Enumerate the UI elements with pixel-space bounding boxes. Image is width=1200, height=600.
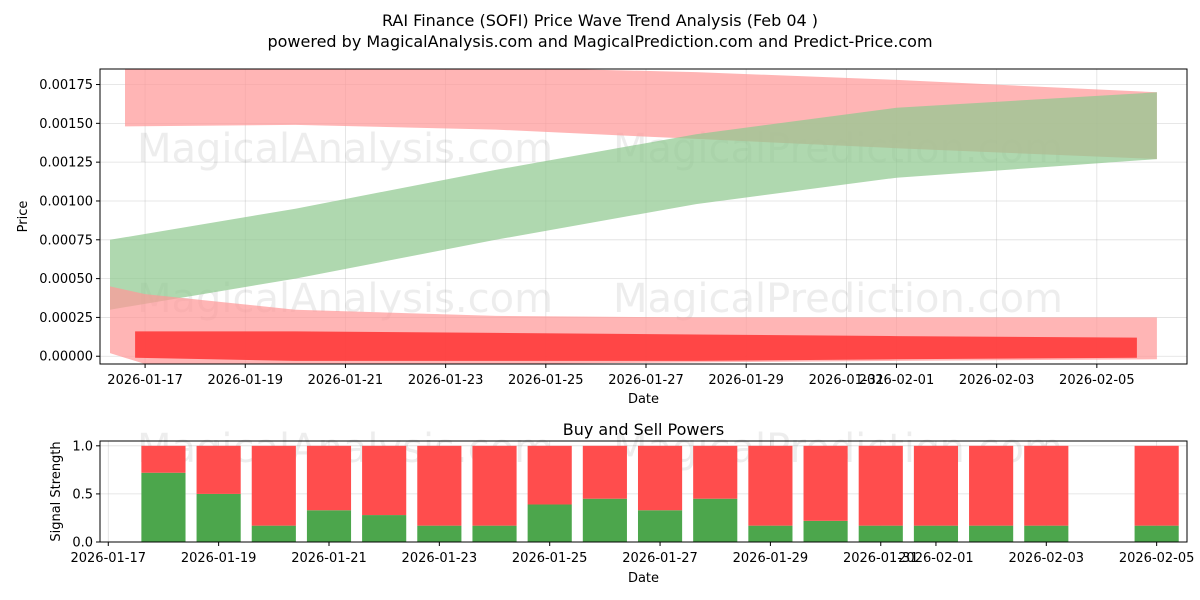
- sell-bar: [637, 445, 683, 511]
- top-axes-frame: [99, 68, 1188, 365]
- sell-bar: [1024, 445, 1069, 526]
- sell-bar: [141, 445, 186, 473]
- y-tick-label: 0.00000: [39, 350, 93, 365]
- sell-bar: [306, 445, 352, 511]
- x-tick-label: 2026-01-25: [508, 373, 584, 388]
- band-group: [110, 69, 1157, 364]
- buy-bar: [417, 525, 462, 542]
- sell-bar: [693, 445, 738, 499]
- y-tick-label: 0.0: [72, 536, 93, 551]
- buy-bar: [1024, 525, 1069, 542]
- sell-bar: [803, 445, 848, 521]
- buy-bar: [362, 515, 407, 542]
- sell-bar: [582, 445, 627, 499]
- y-tick-label: 0.00050: [39, 272, 93, 287]
- buy-bar: [196, 493, 241, 542]
- sell-bar: [1134, 445, 1179, 526]
- y-axis-label: Price: [16, 201, 31, 233]
- x-axis-label: Date: [628, 392, 659, 407]
- buy-bar: [1134, 525, 1179, 542]
- sell-bar: [417, 445, 462, 526]
- y-tick-label: 0.5: [72, 487, 93, 502]
- y-tick-label: 0.00025: [39, 311, 93, 326]
- x-tick-label: 2026-01-27: [622, 551, 698, 566]
- bottom-axes-frame: [99, 440, 1188, 543]
- chart-subtitle: powered by MagicalAnalysis.com and Magic…: [267, 32, 932, 51]
- buy-bar: [527, 504, 572, 542]
- y-tick-label: 0.00125: [39, 156, 93, 171]
- bottom-chart-title: Buy and Sell Powers: [563, 420, 725, 439]
- buy-sell-panel: MagicalAnalysis.comMagicalPrediction.com…: [49, 420, 1194, 586]
- x-tick-label: 2026-02-03: [959, 373, 1035, 388]
- buy-bar: [306, 510, 352, 542]
- buy-bar: [582, 498, 627, 542]
- y-tick-label: 0.00150: [39, 117, 93, 132]
- x-tick-label: 2026-01-19: [207, 373, 283, 388]
- price-wave-panel: MagicalAnalysis.com MagicalPrediction.com…: [16, 68, 1188, 407]
- x-axis-label: Date: [628, 571, 659, 586]
- y-axis-label: Signal Strength: [49, 441, 64, 541]
- x-tick-label: 2026-01-17: [70, 551, 146, 566]
- x-tick-label: 2026-02-01: [859, 373, 935, 388]
- x-tick-label: 2026-01-21: [308, 373, 384, 388]
- sell-bar: [913, 445, 959, 526]
- sell-bar: [472, 445, 517, 526]
- x-tick-label: 2026-02-05: [1059, 373, 1135, 388]
- buy-bar: [637, 510, 683, 542]
- price-band-3: [135, 331, 1137, 361]
- buy-bar: [748, 525, 793, 542]
- buy-bar: [693, 498, 738, 542]
- y-tick-label: 0.00075: [39, 233, 93, 248]
- buy-bar: [472, 525, 517, 542]
- sell-bar: [858, 445, 903, 526]
- buy-bar: [913, 525, 959, 542]
- y-tick-label: 0.00175: [39, 78, 93, 93]
- x-tick-label: 2026-01-23: [402, 551, 478, 566]
- y-tick-label: 0.00100: [39, 194, 93, 209]
- chart-title: RAI Finance (SOFI) Price Wave Trend Anal…: [382, 11, 818, 30]
- x-tick-label: 2026-01-17: [107, 373, 183, 388]
- watermark-text: MagicalPrediction.com: [613, 276, 1063, 322]
- x-tick-label: 2026-02-05: [1119, 551, 1195, 566]
- x-tick-label: 2026-01-29: [733, 551, 809, 566]
- x-tick-label: 2026-01-25: [512, 551, 588, 566]
- x-tick-label: 2026-01-31: [843, 551, 919, 566]
- buy-bar: [858, 525, 903, 542]
- sell-bar: [527, 445, 572, 505]
- sell-bar: [251, 445, 296, 526]
- x-tick-label: 2026-01-27: [608, 373, 684, 388]
- x-tick-label: 2026-01-19: [181, 551, 257, 566]
- x-tick-label: 2026-02-03: [1009, 551, 1085, 566]
- buy-bar: [969, 525, 1014, 542]
- buy-bar: [141, 472, 186, 542]
- x-tick-label: 2026-01-23: [408, 373, 484, 388]
- sell-bar: [362, 445, 407, 516]
- x-tick-label: 2026-02-01: [898, 551, 974, 566]
- watermark-text: MagicalAnalysis.com: [137, 126, 553, 172]
- buy-bar: [251, 525, 296, 542]
- x-tick-label: 2026-01-21: [291, 551, 367, 566]
- price-band-1: [110, 92, 1157, 310]
- sell-bar: [196, 445, 241, 494]
- sell-bar: [969, 445, 1014, 526]
- sell-bar: [748, 445, 793, 526]
- y-tick-label: 1.0: [72, 439, 93, 454]
- x-tick-label: 2026-01-29: [708, 373, 784, 388]
- x-tick-label: 2026-01-31: [809, 373, 885, 388]
- buy-bar: [803, 520, 848, 542]
